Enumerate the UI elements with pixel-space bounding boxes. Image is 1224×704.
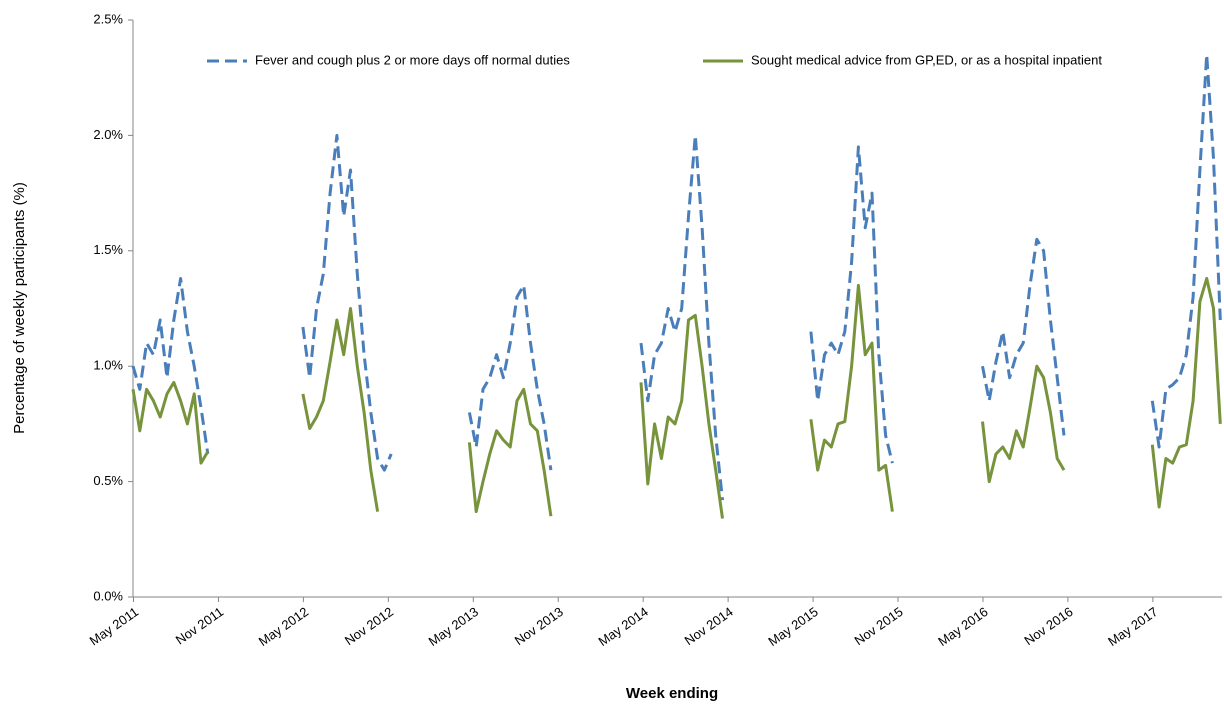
series-line — [131, 277, 1222, 519]
x-tick-label: May 2011 — [87, 604, 142, 648]
y-tick-label: 1.0% — [93, 358, 123, 373]
x-tick-label: Nov 2016 — [1021, 604, 1075, 648]
x-axis-title: Week ending — [626, 685, 718, 702]
y-tick-label: 1.5% — [93, 242, 123, 257]
x-tick-label: Nov 2011 — [173, 604, 226, 648]
legend-label: Sought medical advice from GP,ED, or as … — [751, 52, 1102, 67]
y-tick-label: 2.0% — [93, 127, 123, 142]
y-axis-title: Percentage of weekly participants (%) — [11, 182, 28, 434]
x-tick-label: Nov 2015 — [852, 604, 906, 648]
x-tick-label: Nov 2013 — [512, 604, 566, 648]
y-tick-label: 2.5% — [93, 11, 123, 26]
x-tick-label: May 2016 — [935, 604, 990, 649]
x-tick-label: May 2013 — [426, 604, 481, 649]
x-tick-label: May 2017 — [1105, 604, 1160, 649]
x-tick-label: May 2014 — [596, 604, 651, 649]
series-line — [131, 53, 1222, 501]
x-tick-label: Nov 2014 — [682, 604, 736, 648]
legend-label: Fever and cough plus 2 or more days off … — [255, 52, 570, 67]
x-tick-label: May 2015 — [765, 604, 820, 649]
x-tick-label: May 2012 — [256, 604, 311, 649]
y-tick-label: 0.5% — [93, 473, 123, 488]
y-tick-label: 0.0% — [93, 588, 123, 603]
x-tick-label: Nov 2012 — [342, 604, 396, 648]
